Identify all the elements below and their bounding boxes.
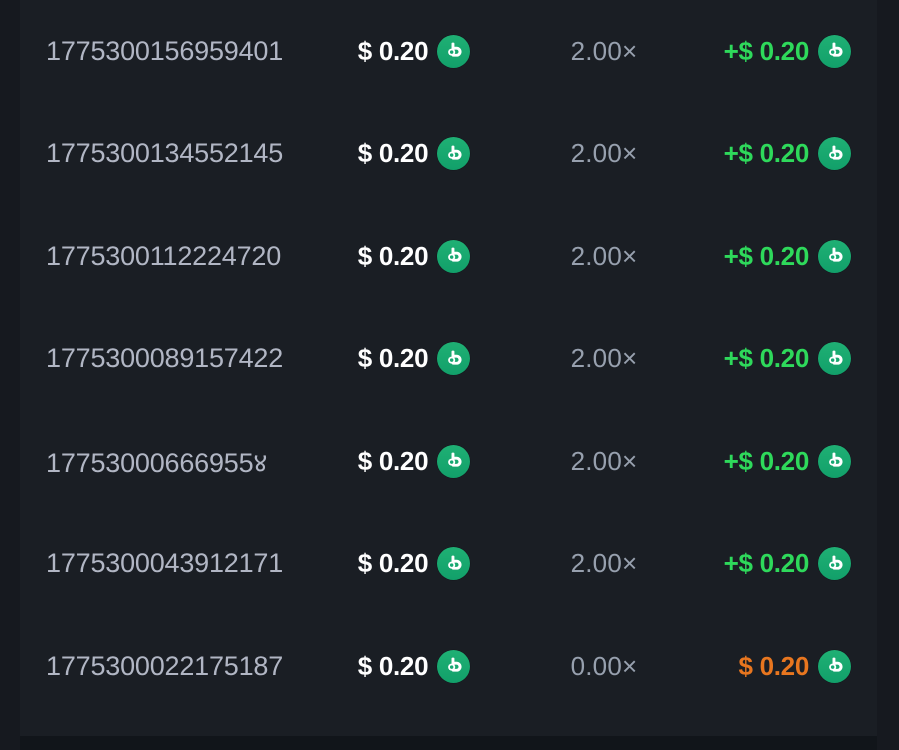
payout-cell: $ 0.20 — [694, 649, 877, 683]
bet-id[interactable]: 1775300043912171 — [46, 548, 284, 579]
bet-amount-cell: $ 0.20 — [314, 34, 514, 68]
payout-amount: +$ 0.20 — [723, 343, 810, 374]
bc-coin-icon — [437, 444, 471, 478]
bet-amount: $ 0.20 — [357, 138, 429, 169]
bet-amount: $ 0.20 — [357, 650, 429, 681]
payout-cell: +$ 0.20 — [694, 547, 877, 581]
bc-coin-icon — [437, 547, 471, 581]
payout-cell: +$ 0.20 — [694, 34, 877, 68]
bc-coin-icon — [818, 649, 851, 683]
bet-id[interactable]: 1775300134552145 — [46, 138, 284, 169]
payout-amount: +$ 0.20 — [723, 548, 810, 579]
multiplier: 2.00× — [570, 138, 638, 169]
multiplier: 2.00× — [570, 35, 638, 66]
table-row[interactable]: 1775300022175187 $ 0.20 0.00× $ 0.20 — [20, 615, 877, 718]
bet-amount: $ 0.20 — [357, 240, 429, 271]
multiplier: 2.00× — [570, 548, 638, 579]
payout-cell: +$ 0.20 — [694, 342, 877, 376]
bc-coin-icon — [818, 444, 851, 478]
multiplier: 2.00× — [570, 445, 638, 476]
bc-coin-icon — [818, 547, 851, 581]
payout-amount: +$ 0.20 — [723, 240, 810, 271]
bc-coin-icon — [437, 342, 471, 376]
bc-coin-icon — [437, 649, 471, 683]
bet-amount: $ 0.20 — [357, 343, 429, 374]
bet-amount-cell: $ 0.20 — [314, 239, 514, 273]
bc-coin-icon — [437, 137, 471, 171]
multiplier: 2.00× — [570, 240, 638, 271]
bet-amount-cell: $ 0.20 — [314, 547, 514, 581]
table-row[interactable]: 17753000666955४ $ 0.20 2.00× +$ 0.20 — [20, 410, 877, 513]
table-row[interactable]: 1775300156959401 $ 0.20 2.00× +$ 0.20 — [20, 0, 877, 103]
bet-amount-cell: $ 0.20 — [314, 649, 514, 683]
bet-amount-cell: $ 0.20 — [314, 342, 514, 376]
bc-coin-icon — [818, 239, 851, 273]
bc-coin-icon — [818, 137, 851, 171]
bet-amount-cell: $ 0.20 — [314, 137, 514, 171]
table-row[interactable]: 1775300043912171 $ 0.20 2.00× +$ 0.20 — [20, 513, 877, 616]
bet-id[interactable]: 1775300156959401 — [46, 35, 284, 66]
table-row[interactable]: 1775300089157422 $ 0.20 2.00× +$ 0.20 — [20, 308, 877, 411]
bet-amount-cell: $ 0.20 — [314, 444, 514, 478]
bet-amount: $ 0.20 — [357, 548, 429, 579]
payout-amount: +$ 0.20 — [723, 35, 810, 66]
payout-amount: +$ 0.20 — [723, 445, 810, 476]
right-gutter — [877, 0, 899, 750]
bet-history-table[interactable]: 1775300156959401 $ 0.20 2.00× +$ 0.20 177530… — [20, 0, 877, 736]
payout-cell: +$ 0.20 — [694, 137, 877, 171]
bet-id[interactable]: 17753000666955४ — [46, 447, 268, 478]
table-row[interactable]: 1775300134552145 $ 0.20 2.00× +$ 0.20 — [20, 103, 877, 206]
multiplier: 2.00× — [570, 343, 638, 374]
bc-coin-icon — [437, 34, 471, 68]
bet-amount: $ 0.20 — [357, 35, 429, 66]
table-row[interactable]: 1775300112224720 $ 0.20 2.00× +$ 0.20 — [20, 205, 877, 308]
bc-coin-icon — [818, 34, 851, 68]
payout-cell: +$ 0.20 — [694, 239, 877, 273]
bet-id[interactable]: 1775300089157422 — [46, 343, 284, 374]
bet-id[interactable]: 1775300112224720 — [46, 240, 282, 271]
payout-amount: $ 0.20 — [738, 650, 810, 681]
bc-coin-icon — [437, 239, 471, 273]
bc-coin-icon — [818, 342, 851, 376]
payout-cell: +$ 0.20 — [694, 444, 877, 478]
payout-amount: +$ 0.20 — [723, 138, 810, 169]
multiplier: 0.00× — [570, 650, 638, 681]
bet-id[interactable]: 1775300022175187 — [46, 650, 284, 681]
left-gutter — [0, 0, 20, 750]
bet-amount: $ 0.20 — [357, 445, 429, 476]
